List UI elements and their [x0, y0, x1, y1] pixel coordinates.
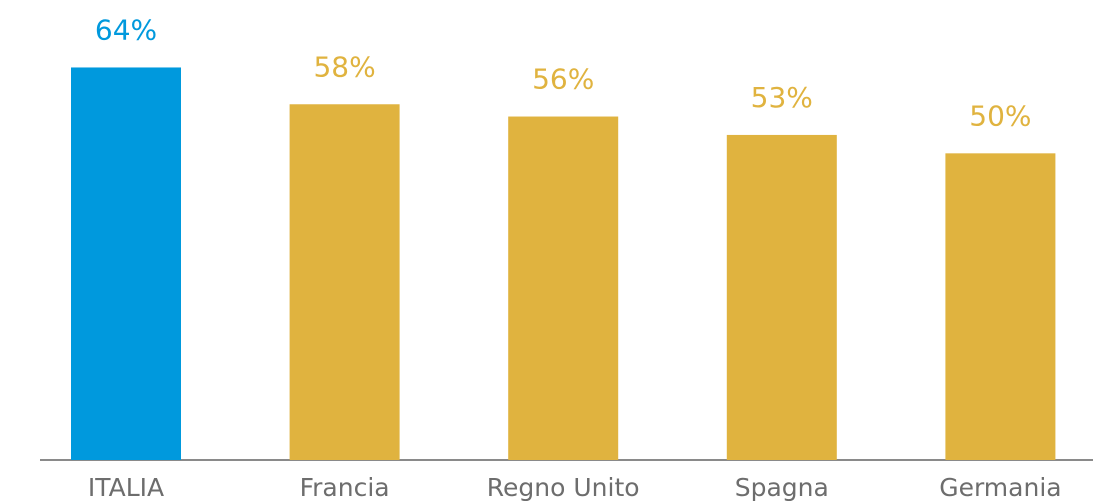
bar [726, 134, 837, 460]
x-tick-label: Spagna [735, 473, 829, 502]
bar [71, 67, 181, 460]
value-label: 58% [313, 50, 375, 83]
x-tick-label: Regno Unito [487, 473, 640, 502]
bar [289, 104, 400, 461]
bar [945, 153, 1056, 461]
value-label: 56% [532, 63, 594, 96]
value-label: 53% [751, 81, 813, 114]
x-tick-label: Germania [939, 473, 1061, 502]
x-tick-label: Francia [300, 473, 390, 502]
bar [508, 116, 619, 461]
value-label: 50% [969, 99, 1031, 132]
value-label: 64% [95, 13, 157, 46]
x-tick-label: ITALIA [88, 473, 164, 502]
